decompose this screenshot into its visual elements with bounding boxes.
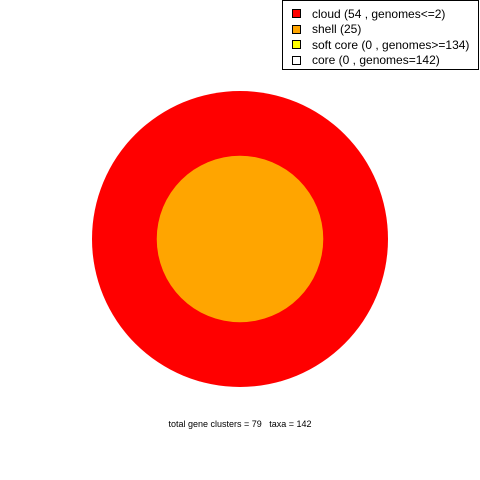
ring-shell bbox=[156, 155, 324, 323]
legend: cloud (54 , genomes<=2) shell (25) soft … bbox=[282, 0, 479, 70]
legend-item-soft-core: soft core (0 , genomes>=134) bbox=[283, 37, 478, 53]
legend-swatch-soft-core bbox=[292, 40, 301, 50]
legend-label-core: core (0 , genomes=142) bbox=[312, 53, 440, 68]
legend-swatch-core bbox=[292, 55, 301, 65]
legend-swatch-shell bbox=[292, 24, 301, 34]
legend-item-cloud: cloud (54 , genomes<=2) bbox=[283, 6, 478, 22]
legend-swatch-cloud bbox=[292, 9, 301, 19]
legend-label-cloud: cloud (54 , genomes<=2) bbox=[312, 6, 446, 21]
chart-caption: total gene clusters = 79 taxa = 142 bbox=[168, 419, 312, 429]
legend-label-shell: shell (25) bbox=[312, 22, 362, 37]
legend-label-soft-core: soft core (0 , genomes>=134) bbox=[312, 37, 470, 52]
legend-item-core: core (0 , genomes=142) bbox=[283, 53, 478, 69]
legend-item-shell: shell (25) bbox=[283, 22, 478, 38]
